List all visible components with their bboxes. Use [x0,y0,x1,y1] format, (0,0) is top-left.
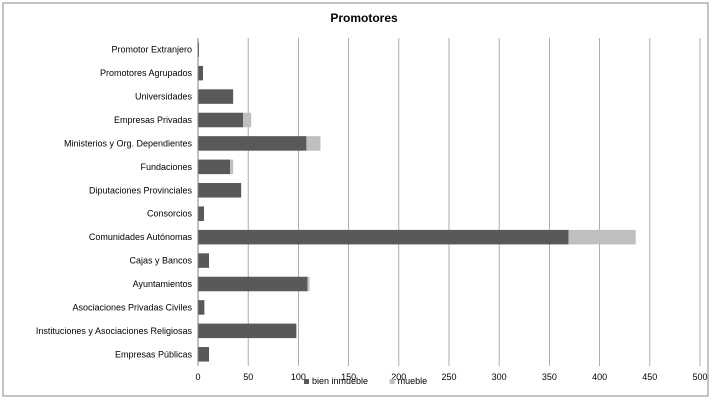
legend-swatch-0 [304,379,309,384]
category-label-7: Consorcios [147,209,193,219]
category-label-10: Ayuntamientos [133,279,193,289]
x-tick-labels: 0 50 100 150 200 250 300 350 400 450 500 [195,372,707,382]
x-tick-label-6: 300 [492,372,507,382]
gridlines [197,38,701,366]
bar-bien-inmueble-3 [198,112,244,128]
legend: bien inmueble mueble [304,376,427,386]
category-label-8: Comunidades Autónomas [89,232,193,242]
category-label-4: Ministerios y Org. Dependientes [64,138,193,148]
chart-border [2,2,709,397]
x-tick-label-8: 400 [592,372,607,382]
legend-swatch-1 [389,379,395,384]
x-tick-label-3: 150 [341,372,356,382]
x-tick-label-0: 0 [195,372,200,382]
bar-mueble-10 [307,276,310,292]
x-tick-label-5: 250 [441,372,456,382]
legend-label-0: bien inmueble [312,376,368,386]
x-tick-label-10: 500 [692,372,707,382]
bar-bien-inmueble-4 [198,136,307,151]
x-tick-label-7: 350 [542,372,557,382]
category-label-9: Cajas y Bancos [129,256,192,266]
category-label-11: Asociaciones Privadas Civiles [72,302,192,312]
category-label-6: Diputaciones Provinciales [89,185,193,195]
bar-bien-inmueble-10 [198,276,308,292]
bar-bien-inmueble-1 [198,65,204,81]
bar-bien-inmueble-5 [198,159,231,175]
bar-bien-inmueble-9 [198,253,210,268]
category-labels: Promotor Extranjero Promotores Agrupados U… [36,45,193,360]
category-label-13: Empresas Públicas [115,349,193,359]
category-label-2: Universidades [135,92,193,102]
bar-bien-inmueble-2 [198,89,234,104]
chart-title: Promotores [330,11,398,25]
bar-mueble-3 [243,112,252,128]
bar-mueble-8 [568,229,636,245]
bar-bien-inmueble-0 [198,42,200,57]
bar-bien-inmueble-11 [198,300,205,315]
x-tick-label-9: 450 [642,372,657,382]
x-tick-label-4: 200 [391,372,406,382]
bar-bien-inmueble-8 [198,229,569,245]
bar-bien-inmueble-13 [198,347,210,362]
bar-bien-inmueble-6 [198,183,242,198]
bar-mueble-5 [230,159,234,175]
category-label-0: Promotor Extranjero [111,45,192,55]
bar-mueble-11 [204,300,206,315]
category-label-5: Fundaciones [140,162,192,172]
category-label-3: Empresas Privadas [114,115,193,125]
x-tick-label-1: 50 [243,372,253,382]
bar-mueble-4 [306,136,321,151]
bar-bien-inmueble-12 [198,323,297,339]
legend-label-1: mueble [398,376,428,386]
bars-group [198,42,636,362]
category-label-1: Promotores Agrupados [100,68,193,78]
bar-bien-inmueble-7 [198,206,205,221]
category-label-12: Instituciones y Asociaciones Religiosas [36,326,193,336]
x-tick-label-2: 100 [291,372,306,382]
